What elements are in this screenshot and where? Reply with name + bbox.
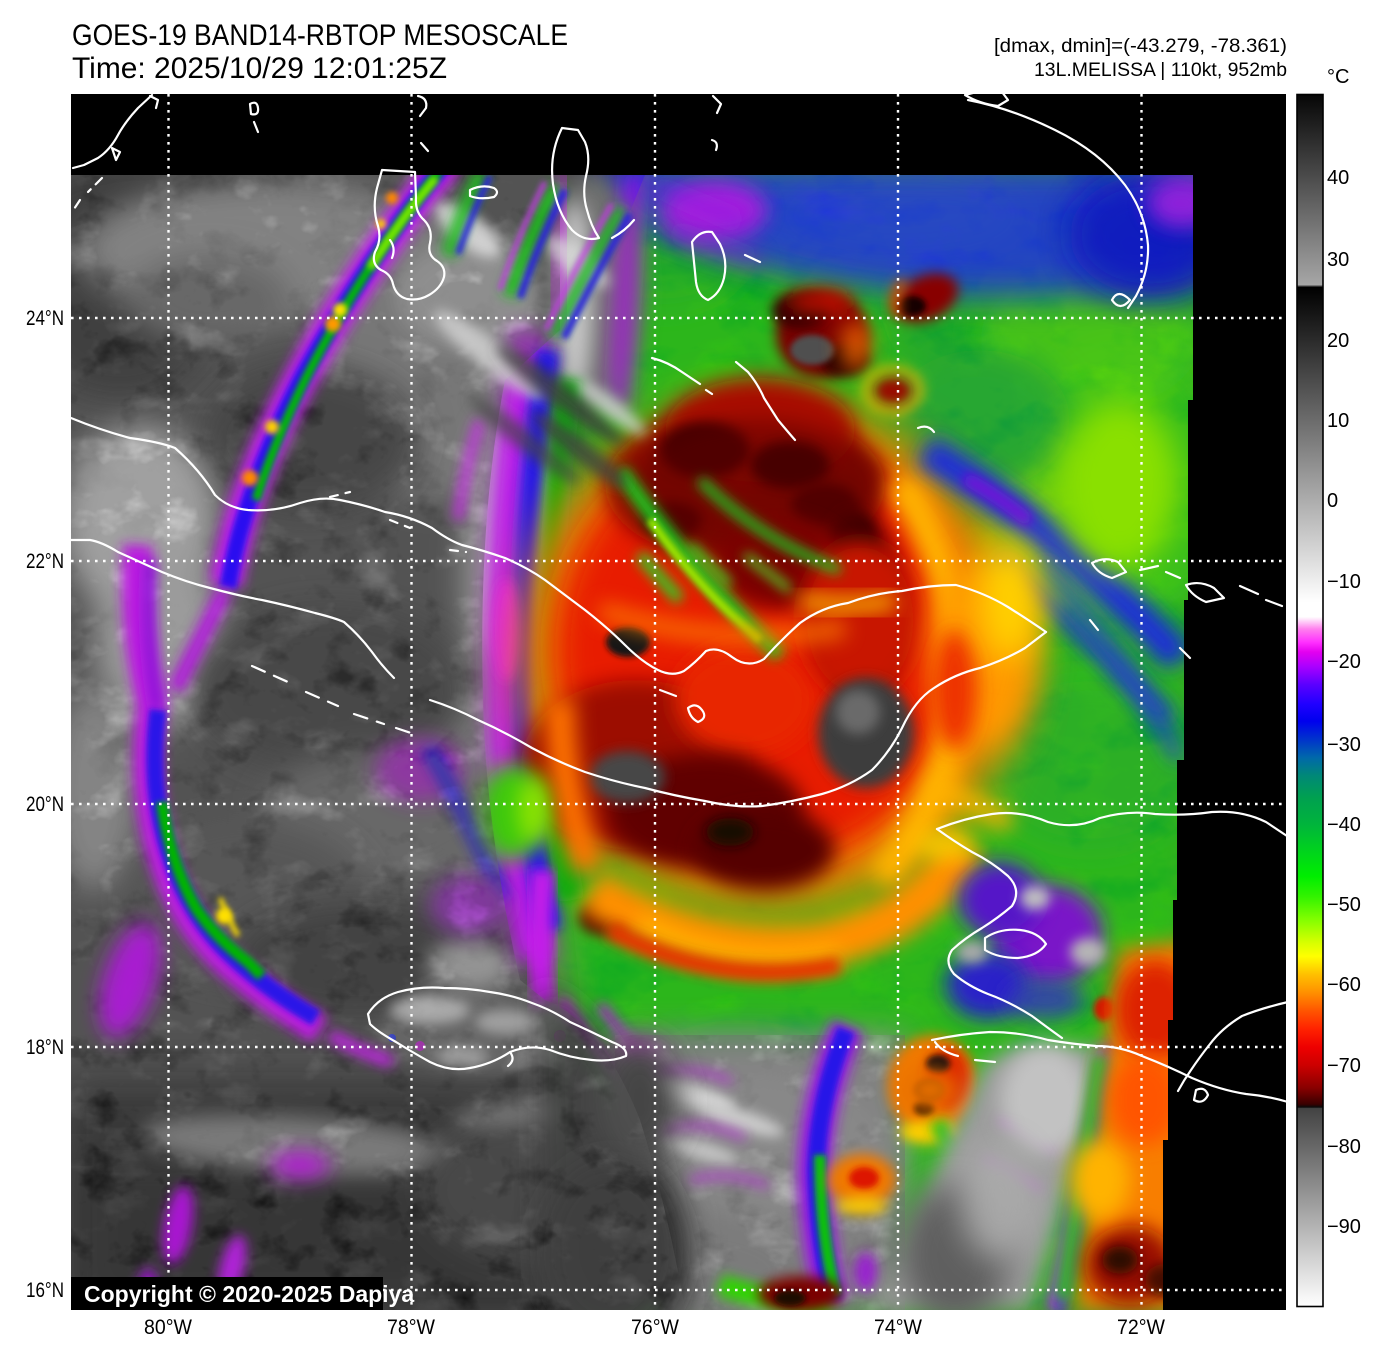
svg-text:30: 30 [1327,249,1349,271]
svg-text:13L.MELISSA | 110kt, 952mb: 13L.MELISSA | 110kt, 952mb [1034,60,1287,81]
svg-text:10: 10 [1327,410,1349,432]
svg-text:−20: −20 [1327,651,1361,673]
svg-text:−90: −90 [1327,1216,1361,1238]
svg-text:78°W: 78°W [387,1316,435,1339]
svg-text:40: 40 [1327,167,1349,189]
svg-text:−50: −50 [1327,894,1361,916]
svg-text:Copyright © 2020-2025 Dapiya: Copyright © 2020-2025 Dapiya [84,1281,414,1307]
svg-text:20: 20 [1327,330,1349,352]
svg-text:22°N: 22°N [26,550,64,573]
svg-text:Time: 2025/10/29 12:01:25Z: Time: 2025/10/29 12:01:25Z [72,52,447,85]
svg-text:−80: −80 [1327,1136,1361,1158]
svg-text:16°N: 16°N [26,1279,64,1302]
svg-text:24°N: 24°N [26,307,64,330]
svg-text:74°W: 74°W [874,1316,922,1339]
svg-text:72°W: 72°W [1117,1316,1165,1339]
svg-text:−10: −10 [1327,571,1361,593]
svg-text:0: 0 [1327,490,1338,512]
svg-text:18°N: 18°N [26,1036,64,1059]
svg-text:−40: −40 [1327,814,1361,836]
svg-text:°C: °C [1327,66,1349,88]
svg-text:−70: −70 [1327,1055,1361,1077]
svg-text:80°W: 80°W [144,1316,192,1339]
svg-text:76°W: 76°W [631,1316,679,1339]
svg-text:−60: −60 [1327,974,1361,996]
svg-text:20°N: 20°N [26,793,64,816]
svg-text:−30: −30 [1327,734,1361,756]
svg-text:[dmax, dmin]=(-43.279, -78.361: [dmax, dmin]=(-43.279, -78.361) [994,36,1287,57]
svg-text:GOES-19 BAND14-RBTOP MESOSCALE: GOES-19 BAND14-RBTOP MESOSCALE [72,19,568,52]
